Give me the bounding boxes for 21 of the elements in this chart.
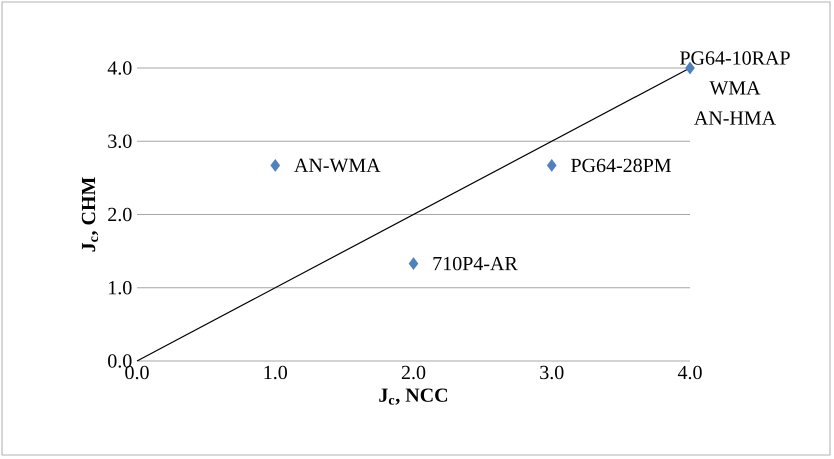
y-axis-title: J$_{c}$, CHM [82, 177, 98, 252]
x-tick-label: 3.0 [540, 366, 564, 380]
y-tick-label: 0.0 [108, 354, 132, 368]
annotation: AN-WMA [294, 158, 380, 172]
x-axis-title: J$_{c}$, NCC [379, 388, 448, 405]
point [408, 257, 418, 270]
point [270, 159, 280, 172]
x-tick-label: 1.0 [264, 366, 287, 380]
y-tick-label: 4.0 [108, 61, 132, 75]
annotation: PG64-10RAP [680, 51, 790, 65]
y-tick-label: 2.0 [108, 208, 132, 222]
annotation: 710P4-AR [434, 256, 518, 270]
annotation: WMA [709, 81, 760, 95]
point [546, 159, 557, 172]
annotation: PG64-28PM [571, 158, 671, 172]
x-tick-label: 2.0 [402, 366, 426, 380]
annotation: AN-HMA [694, 111, 776, 125]
y-tick-label: 3.0 [108, 134, 132, 148]
x-tick-label: 0.0 [125, 366, 149, 380]
y-tick-label: 1.0 [109, 280, 132, 295]
x-tick-label: 4.0 [678, 366, 702, 380]
